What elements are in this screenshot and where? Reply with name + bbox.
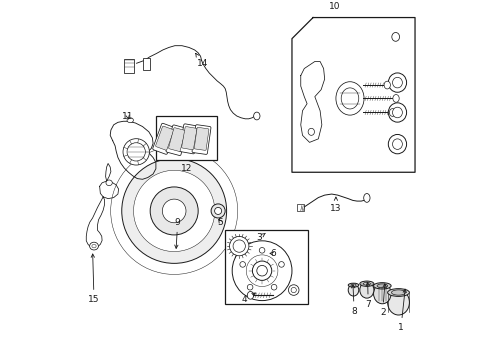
Ellipse shape xyxy=(214,207,221,215)
FancyBboxPatch shape xyxy=(192,125,210,154)
Ellipse shape xyxy=(253,112,260,120)
Ellipse shape xyxy=(363,194,369,202)
Text: 1: 1 xyxy=(397,289,406,332)
Ellipse shape xyxy=(373,283,390,289)
Ellipse shape xyxy=(137,174,211,248)
Bar xyxy=(123,59,134,73)
Ellipse shape xyxy=(359,281,373,286)
Ellipse shape xyxy=(211,204,224,218)
Ellipse shape xyxy=(247,292,253,299)
Bar xyxy=(296,204,304,211)
Ellipse shape xyxy=(247,284,252,290)
Ellipse shape xyxy=(232,241,291,301)
Ellipse shape xyxy=(288,285,298,295)
Text: 10: 10 xyxy=(328,2,340,11)
Text: 8: 8 xyxy=(350,285,356,316)
Ellipse shape xyxy=(341,88,358,109)
Text: 9: 9 xyxy=(174,218,180,248)
Ellipse shape xyxy=(387,135,406,154)
Ellipse shape xyxy=(89,242,98,250)
Ellipse shape xyxy=(383,81,389,89)
Bar xyxy=(224,230,307,304)
FancyBboxPatch shape xyxy=(152,123,176,154)
Ellipse shape xyxy=(106,180,112,186)
Ellipse shape xyxy=(290,287,296,293)
Ellipse shape xyxy=(252,261,271,280)
Ellipse shape xyxy=(350,284,355,286)
Ellipse shape xyxy=(271,284,276,290)
Ellipse shape xyxy=(150,187,198,235)
Ellipse shape xyxy=(359,282,373,298)
Ellipse shape xyxy=(256,265,267,276)
Text: 5: 5 xyxy=(217,218,223,227)
Ellipse shape xyxy=(387,103,406,122)
Text: 14: 14 xyxy=(195,53,207,68)
FancyBboxPatch shape xyxy=(179,124,199,154)
Ellipse shape xyxy=(391,290,405,295)
Ellipse shape xyxy=(127,118,133,123)
Ellipse shape xyxy=(335,82,363,115)
Ellipse shape xyxy=(240,262,245,267)
Ellipse shape xyxy=(388,109,395,116)
Bar xyxy=(142,58,150,70)
FancyBboxPatch shape xyxy=(182,126,197,150)
Text: 2: 2 xyxy=(379,284,386,317)
Ellipse shape xyxy=(259,248,264,253)
Ellipse shape xyxy=(363,282,369,285)
Text: 6: 6 xyxy=(269,249,276,258)
Ellipse shape xyxy=(391,32,399,41)
Ellipse shape xyxy=(229,237,248,256)
Text: 15: 15 xyxy=(88,254,100,304)
Ellipse shape xyxy=(123,139,149,165)
Text: 12: 12 xyxy=(181,164,192,173)
Ellipse shape xyxy=(347,284,358,296)
Ellipse shape xyxy=(373,283,390,304)
Text: 13: 13 xyxy=(329,197,341,213)
Ellipse shape xyxy=(387,290,408,315)
Bar xyxy=(156,116,217,160)
Text: 4: 4 xyxy=(241,293,255,304)
Ellipse shape xyxy=(392,107,402,118)
Text: 11: 11 xyxy=(122,112,133,121)
Ellipse shape xyxy=(392,139,402,149)
Ellipse shape xyxy=(392,95,398,102)
FancyBboxPatch shape xyxy=(165,125,187,156)
FancyBboxPatch shape xyxy=(168,128,185,152)
Ellipse shape xyxy=(133,170,214,252)
Ellipse shape xyxy=(127,143,145,161)
Ellipse shape xyxy=(392,77,402,88)
Ellipse shape xyxy=(233,240,245,252)
Ellipse shape xyxy=(110,148,237,274)
FancyBboxPatch shape xyxy=(155,126,173,150)
Ellipse shape xyxy=(376,284,387,288)
FancyBboxPatch shape xyxy=(194,127,208,150)
Ellipse shape xyxy=(387,289,408,296)
Ellipse shape xyxy=(347,283,358,287)
Ellipse shape xyxy=(122,158,226,264)
Text: 3: 3 xyxy=(256,233,265,242)
Ellipse shape xyxy=(387,73,406,92)
Ellipse shape xyxy=(162,199,185,223)
Text: 7: 7 xyxy=(365,283,370,309)
Ellipse shape xyxy=(278,262,284,267)
